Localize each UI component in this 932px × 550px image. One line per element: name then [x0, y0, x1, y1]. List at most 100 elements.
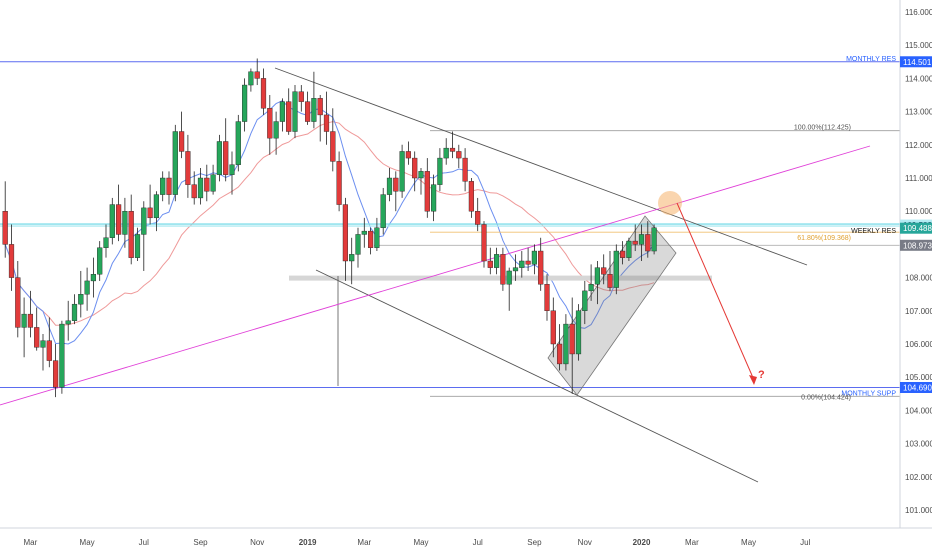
- candle-body: [487, 260, 493, 268]
- price-tick-label: 115.000: [905, 41, 932, 50]
- moving-averages: [4, 100, 655, 345]
- price-tick-label: 108.000: [905, 274, 932, 283]
- candle-body: [216, 141, 223, 175]
- candle-body: [632, 240, 638, 245]
- candle-body: [456, 151, 462, 159]
- candle-body: [468, 181, 475, 212]
- projection-arrow-head: [749, 375, 757, 385]
- question-mark-label: ?: [758, 369, 765, 381]
- candle-body: [620, 250, 626, 258]
- candle-body: [342, 204, 349, 262]
- candle-body: [241, 84, 248, 122]
- candle-body: [103, 237, 109, 248]
- price-tick-label: 107.000: [905, 307, 932, 316]
- candle-body: [601, 267, 607, 275]
- candle-body: [223, 141, 229, 175]
- candle-body: [78, 294, 84, 305]
- candle-body: [443, 147, 449, 159]
- candle-body: [645, 234, 651, 252]
- price-tick-label: 104.000: [905, 406, 932, 415]
- candle-body: [153, 194, 160, 219]
- annotation-label: 0.00%(104.424): [801, 394, 851, 401]
- ma-slow: [4, 121, 655, 326]
- plot-background: [0, 0, 900, 550]
- candle-body: [254, 71, 260, 79]
- candle-body: [330, 131, 336, 162]
- candle-body: [147, 207, 153, 219]
- candle-body: [424, 171, 430, 212]
- price-tick-label: 106.000: [905, 340, 932, 349]
- candle-body: [166, 177, 172, 195]
- candle-body: [550, 310, 556, 345]
- candle-body: [525, 260, 531, 265]
- candle-body: [185, 151, 191, 185]
- candle-body: [538, 250, 544, 285]
- candle-body: [160, 177, 166, 195]
- candle-body: [544, 284, 550, 311]
- candle-body: [53, 360, 59, 388]
- candle-body: [399, 151, 405, 192]
- channel-upper-line: [274, 67, 808, 266]
- candle-body: [15, 277, 21, 328]
- candle-body: [229, 164, 235, 175]
- candle-body: [210, 174, 216, 192]
- candle-body: [279, 101, 286, 122]
- candle-body: [494, 254, 500, 268]
- candles: [2, 58, 657, 398]
- candle-body: [361, 230, 367, 235]
- annotation-label: 61.80%(109.368): [797, 235, 851, 242]
- time-tick-label: May: [80, 538, 95, 547]
- candle-body: [34, 327, 40, 348]
- candle-body: [292, 91, 298, 132]
- target-highlight: [658, 191, 682, 215]
- candle-body: [512, 267, 519, 272]
- time-tick-label: Jul: [139, 538, 149, 547]
- candle-body: [575, 310, 582, 355]
- candle-body: [481, 224, 487, 262]
- candle-body: [519, 260, 525, 268]
- candle-body: [248, 71, 254, 86]
- candle-body: [418, 171, 424, 179]
- candle-body: [405, 151, 412, 159]
- time-tick-label: Sep: [527, 538, 542, 547]
- candle-body: [46, 340, 52, 361]
- time-tick-label: May: [741, 538, 756, 547]
- candle-body: [431, 184, 437, 212]
- time-tick-label: 2020: [633, 538, 651, 547]
- candle-body: [613, 250, 619, 288]
- candle-body: [317, 98, 323, 116]
- candle-body: [21, 313, 27, 328]
- candle-body: [286, 101, 292, 132]
- candle-body: [651, 227, 657, 252]
- candle-body: [109, 204, 115, 238]
- candle-body: [582, 290, 588, 312]
- candle-body: [191, 184, 197, 199]
- time-tick-label: Mar: [24, 538, 38, 547]
- candle-body: [412, 157, 418, 179]
- candle-body: [298, 91, 304, 102]
- time-tick-label: 2019: [299, 538, 317, 547]
- candle-body: [594, 267, 601, 285]
- candle-body: [569, 323, 575, 355]
- annotations: MONTHLY RES WEEKLY RES MONTHLY SUPP 100.00%…: [658, 56, 896, 401]
- time-tick-label: Jul: [800, 538, 810, 547]
- candle-body: [449, 147, 456, 152]
- candle-body: [374, 227, 380, 248]
- candle-body: [349, 254, 355, 262]
- candle-body: [626, 240, 632, 258]
- price-tick-label: 114.000: [905, 74, 932, 83]
- price-tick-label: 116.000: [905, 8, 932, 17]
- price-badge-label: 108.973: [903, 241, 932, 250]
- candle-body: [273, 121, 279, 139]
- candle-body: [380, 194, 386, 229]
- price-tick-label: 102.000: [905, 473, 932, 482]
- price-badge-label: 104.690: [903, 383, 932, 392]
- price-badge: [900, 239, 932, 251]
- candle-body: [368, 230, 374, 248]
- candle-body: [2, 210, 8, 245]
- candle-body: [97, 247, 103, 275]
- time-tick-label: Sep: [193, 538, 208, 547]
- candle-body: [531, 250, 538, 265]
